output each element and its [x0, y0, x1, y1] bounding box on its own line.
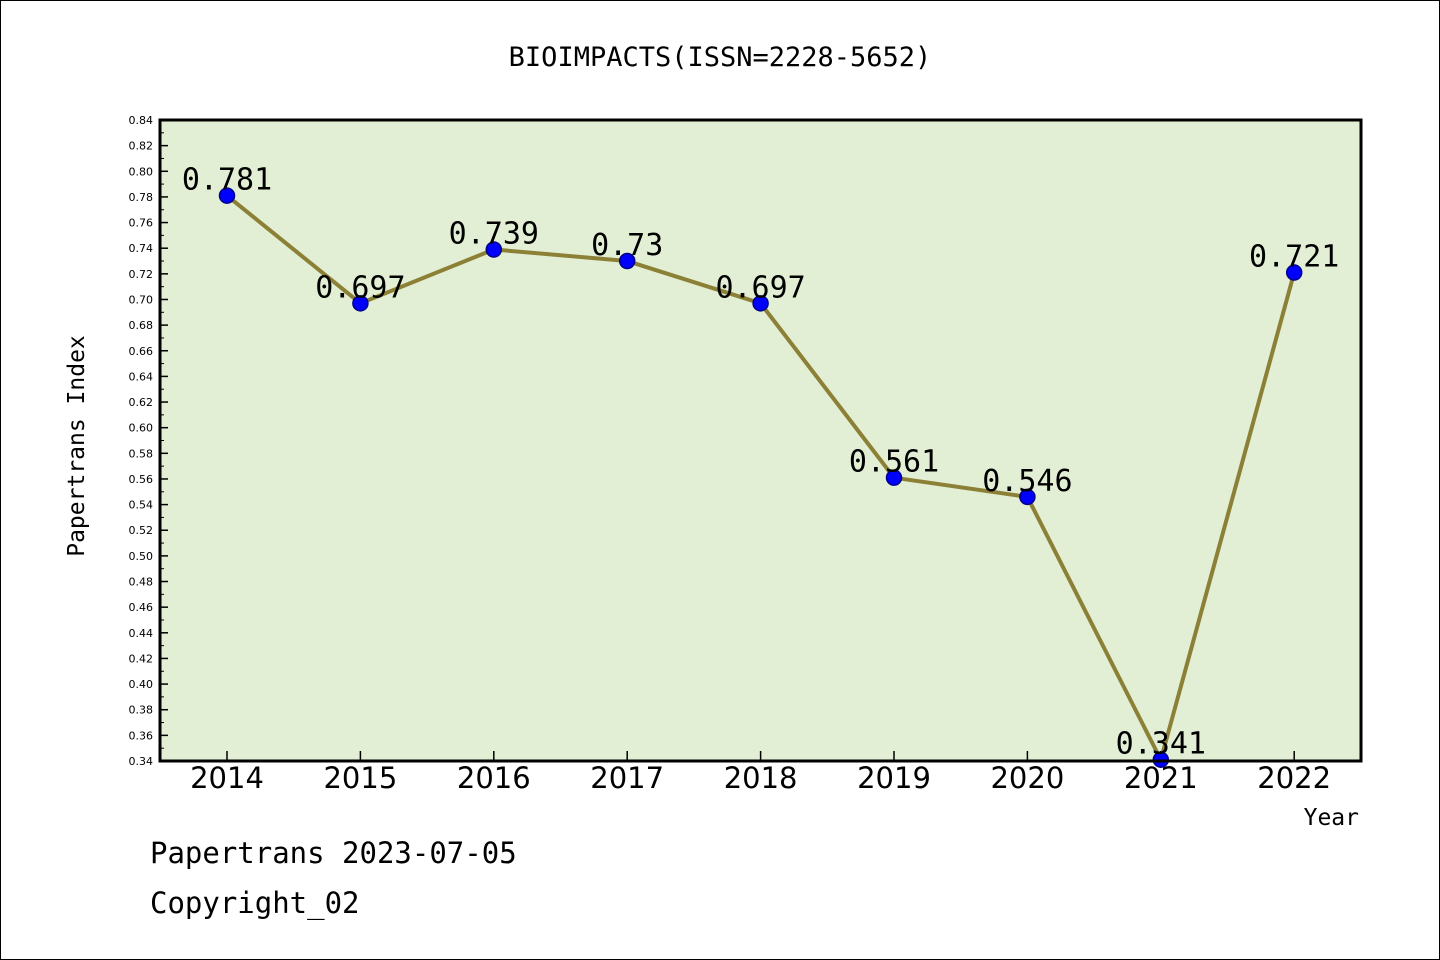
x-tick-label: 2018 [724, 761, 798, 795]
y-tick-label: 0.78 [129, 191, 154, 204]
data-point [485, 241, 503, 258]
y-tick-label: 0.66 [129, 345, 154, 358]
y-tick-label: 0.48 [129, 576, 154, 589]
y-tick-label: 0.82 [129, 140, 154, 153]
y-tick-label: 0.68 [129, 319, 154, 332]
y-tick-label: 0.40 [129, 678, 154, 691]
y-tick-label: 0.54 [129, 499, 154, 512]
data-label: 0.781 [182, 163, 272, 198]
plot-area [160, 120, 1361, 761]
y-tick-label: 0.44 [129, 627, 154, 640]
data-label: 0.697 [715, 270, 805, 305]
data-point [752, 295, 769, 312]
y-tick-label: 0.76 [129, 217, 154, 230]
data-point [1285, 264, 1303, 281]
data-point [618, 252, 636, 270]
y-tick-label: 0.62 [129, 396, 154, 409]
y-tick-label: 0.80 [129, 165, 154, 178]
data-point [885, 469, 903, 486]
y-tick-label: 0.64 [129, 370, 154, 383]
plot-border [158, 118, 1363, 763]
x-tick-label: 2020 [990, 761, 1064, 795]
y-tick-label: 0.72 [129, 268, 154, 281]
data-label: 0.73 [591, 228, 663, 263]
y-tick-label: 0.70 [129, 293, 154, 306]
data-label: 0.341 [1116, 727, 1206, 762]
x-tick-label: 2014 [190, 761, 264, 795]
x-tick-label: 2015 [323, 761, 397, 795]
y-tick-label: 0.36 [129, 729, 154, 742]
y-tick-label: 0.84 [129, 114, 154, 127]
y-tick-label: 0.50 [129, 550, 154, 563]
y-tick-label: 0.60 [129, 422, 154, 435]
y-tick-label: 0.46 [129, 601, 154, 614]
y-tick-label: 0.34 [129, 755, 154, 768]
y-tick-label: 0.38 [129, 704, 154, 717]
x-tick-label: 2022 [1257, 761, 1331, 795]
x-axis: 2014 2015 2016 2017 2018 2019 2020 2021 2022 [190, 751, 1331, 795]
data-label: 0.721 [1249, 240, 1339, 275]
data-point [1019, 488, 1036, 506]
y-tick-label: 0.56 [129, 473, 154, 486]
data-point [218, 187, 236, 204]
data-point [352, 295, 369, 312]
footer-date: Papertrans 2023-07-05 [150, 836, 517, 870]
x-tick-label: 2016 [457, 761, 531, 795]
data-label: 0.546 [982, 464, 1072, 499]
chart-title: BIOIMPACTS(ISSN=2228-5652) [509, 42, 932, 73]
series-markers [218, 187, 1303, 768]
footer-copyright: Copyright_02 [150, 886, 360, 921]
x-tick-label: 2017 [590, 761, 664, 795]
data-label: 0.739 [449, 216, 539, 251]
y-axis-label: Papertrans Index [64, 335, 90, 557]
y-tick-label: 0.52 [129, 524, 154, 537]
x-axis-label: Year [1304, 805, 1359, 831]
data-label: 0.561 [849, 445, 939, 480]
y-tick-label: 0.74 [129, 242, 154, 255]
y-tick-label: 0.58 [129, 447, 154, 460]
x-tick-label: 2019 [857, 761, 931, 795]
y-tick-label: 0.42 [129, 652, 154, 665]
data-labels: 0.781 0.697 0.739 0.73 0.697 0.561 0.546 0.341 0… [182, 163, 1340, 762]
data-label: 0.697 [315, 270, 405, 305]
